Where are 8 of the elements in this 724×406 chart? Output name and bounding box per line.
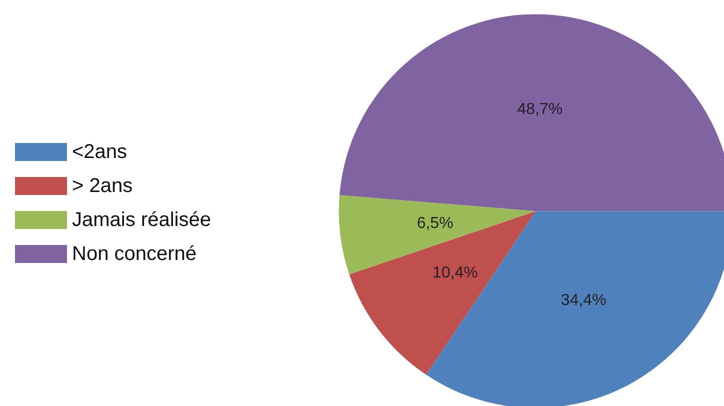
legend-label: <2ans <box>72 141 128 163</box>
data-label: 10,4% <box>432 264 478 282</box>
data-label: 48,7% <box>517 101 563 118</box>
legend-label: Non concerné <box>72 243 197 265</box>
data-label: 6,5% <box>416 215 454 232</box>
data-label: 34,4% <box>560 292 606 310</box>
legend-label: > 2ans <box>72 175 133 197</box>
legend-label: Jamais réalisée <box>72 209 211 231</box>
